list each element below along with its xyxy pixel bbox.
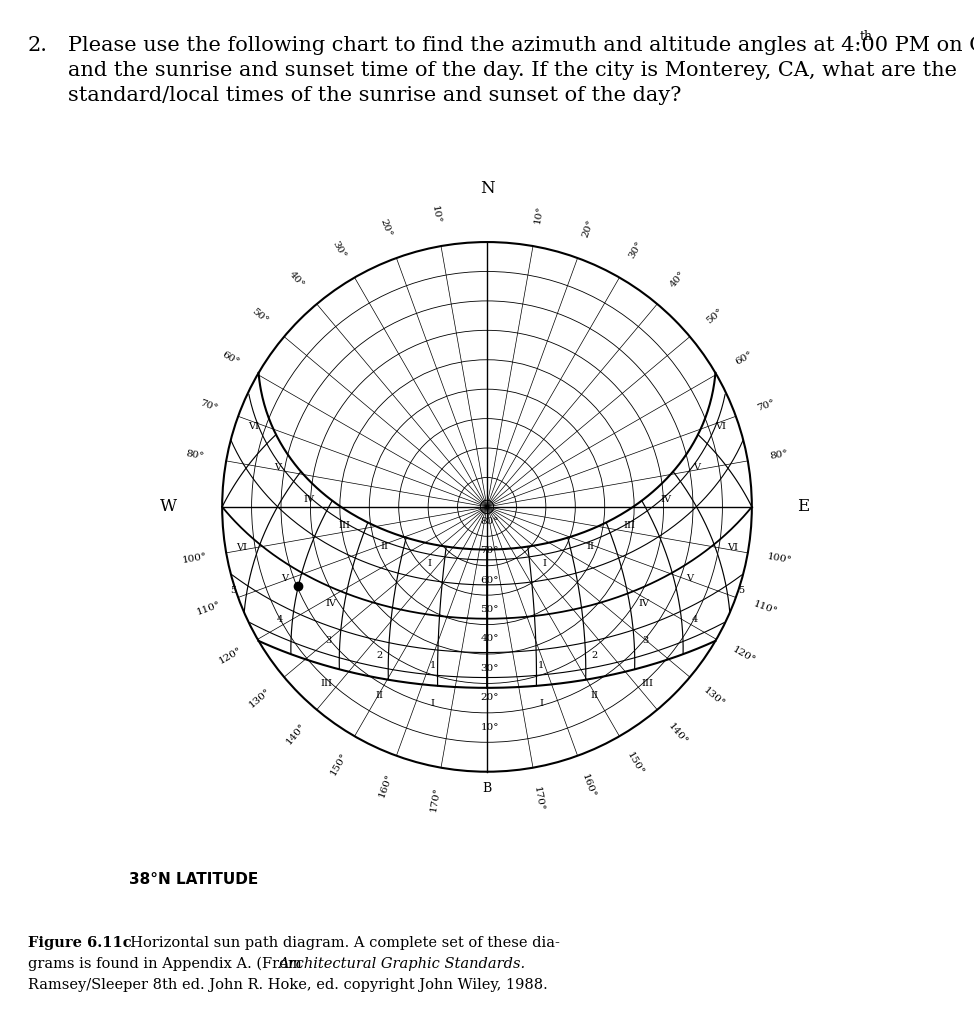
Text: 30°: 30° xyxy=(480,664,499,673)
Text: 150°: 150° xyxy=(328,751,349,777)
Text: 80°: 80° xyxy=(480,517,499,525)
Text: VI: VI xyxy=(248,422,259,431)
Text: 100°: 100° xyxy=(766,552,792,565)
Text: 80°: 80° xyxy=(185,450,205,462)
Text: 70°: 70° xyxy=(480,546,499,555)
Text: 3: 3 xyxy=(325,636,332,645)
Text: VI: VI xyxy=(236,543,247,552)
Text: 5: 5 xyxy=(230,587,236,596)
Text: V: V xyxy=(686,574,693,584)
Text: Architectural Graphic Standards.: Architectural Graphic Standards. xyxy=(278,957,525,971)
Text: 38°N LATITUDE: 38°N LATITUDE xyxy=(130,872,259,888)
Text: 30°: 30° xyxy=(627,240,644,260)
Text: III: III xyxy=(338,521,351,530)
Text: 20°: 20° xyxy=(480,693,499,702)
Text: th: th xyxy=(860,30,873,43)
Text: III: III xyxy=(320,679,333,687)
Text: 140°: 140° xyxy=(284,722,308,746)
Text: II: II xyxy=(375,691,383,700)
Text: 10°: 10° xyxy=(533,205,544,224)
Text: standard/local times of the sunrise and sunset of the day?: standard/local times of the sunrise and … xyxy=(68,86,682,105)
Text: IV: IV xyxy=(325,599,336,607)
Text: grams is found in Appendix A. (From: grams is found in Appendix A. (From xyxy=(28,957,307,972)
Text: Ramsey/Sleeper 8th ed. John R. Hoke, ed. copyright John Wiley, 1988.: Ramsey/Sleeper 8th ed. John R. Hoke, ed.… xyxy=(28,978,547,992)
Text: 130°: 130° xyxy=(701,686,727,709)
Text: 40°: 40° xyxy=(480,635,499,643)
Text: 160°: 160° xyxy=(580,772,597,799)
Text: 110°: 110° xyxy=(195,600,222,616)
Text: 170°: 170° xyxy=(532,785,545,812)
Text: N: N xyxy=(479,180,495,197)
Text: I: I xyxy=(431,699,434,709)
Text: 120°: 120° xyxy=(730,645,757,666)
Text: and the sunrise and sunset time of the day. If the city is Monterey, CA, what ar: and the sunrise and sunset time of the d… xyxy=(68,61,957,80)
Text: 60°: 60° xyxy=(220,350,241,367)
Text: 30°: 30° xyxy=(330,240,347,260)
Text: I: I xyxy=(540,699,543,709)
Text: V: V xyxy=(693,463,700,472)
Text: 3: 3 xyxy=(642,636,649,645)
Text: 5: 5 xyxy=(738,587,744,596)
Text: 150°: 150° xyxy=(625,751,646,777)
Text: 20°: 20° xyxy=(581,218,596,239)
Text: III: III xyxy=(641,679,654,687)
Text: I: I xyxy=(428,559,431,567)
Text: 4: 4 xyxy=(692,614,697,624)
Text: 40°: 40° xyxy=(668,269,687,290)
Text: 50°: 50° xyxy=(704,307,725,326)
Text: Please use the following chart to find the azimuth and altitude angles at 4:00 P: Please use the following chart to find t… xyxy=(68,36,974,55)
Text: II: II xyxy=(586,542,594,551)
Text: 50°: 50° xyxy=(480,605,499,614)
Text: II: II xyxy=(591,691,599,700)
Text: 140°: 140° xyxy=(666,722,690,746)
Text: VI: VI xyxy=(715,422,726,431)
Text: Horizontal sun path diagram. A complete set of these dia-: Horizontal sun path diagram. A complete … xyxy=(121,936,560,950)
Text: V: V xyxy=(274,463,281,472)
Text: 50°: 50° xyxy=(249,307,270,326)
Text: Figure 6.11c: Figure 6.11c xyxy=(28,936,131,950)
Text: 70°: 70° xyxy=(198,398,218,413)
Text: 2.: 2. xyxy=(28,36,48,55)
Text: 130°: 130° xyxy=(247,686,273,709)
Text: VI: VI xyxy=(727,543,738,552)
Text: 40°: 40° xyxy=(287,269,306,290)
Text: IV: IV xyxy=(303,496,314,504)
Text: 2: 2 xyxy=(377,651,383,660)
Text: 110°: 110° xyxy=(752,600,779,616)
Text: 1: 1 xyxy=(430,660,436,670)
Text: V: V xyxy=(281,574,288,584)
Text: 80°: 80° xyxy=(769,450,789,462)
Text: I: I xyxy=(543,559,546,567)
Text: 170°: 170° xyxy=(429,785,442,812)
Text: 70°: 70° xyxy=(756,398,776,413)
Text: IV: IV xyxy=(638,599,649,607)
Text: 1: 1 xyxy=(538,660,544,670)
Text: E: E xyxy=(797,499,809,515)
Text: 100°: 100° xyxy=(182,552,208,565)
Text: B: B xyxy=(482,782,492,796)
Text: 160°: 160° xyxy=(377,772,394,799)
Text: 10°: 10° xyxy=(480,723,499,732)
Text: 60°: 60° xyxy=(480,575,499,585)
Text: W: W xyxy=(160,499,177,515)
Text: 120°: 120° xyxy=(217,645,244,666)
Text: 20°: 20° xyxy=(378,218,393,239)
Text: IV: IV xyxy=(660,496,671,504)
Text: II: II xyxy=(380,542,388,551)
Text: 4: 4 xyxy=(277,614,282,624)
Text: 10°: 10° xyxy=(430,205,441,224)
Text: 2: 2 xyxy=(591,651,597,660)
Text: 60°: 60° xyxy=(733,350,754,367)
Text: III: III xyxy=(623,521,636,530)
